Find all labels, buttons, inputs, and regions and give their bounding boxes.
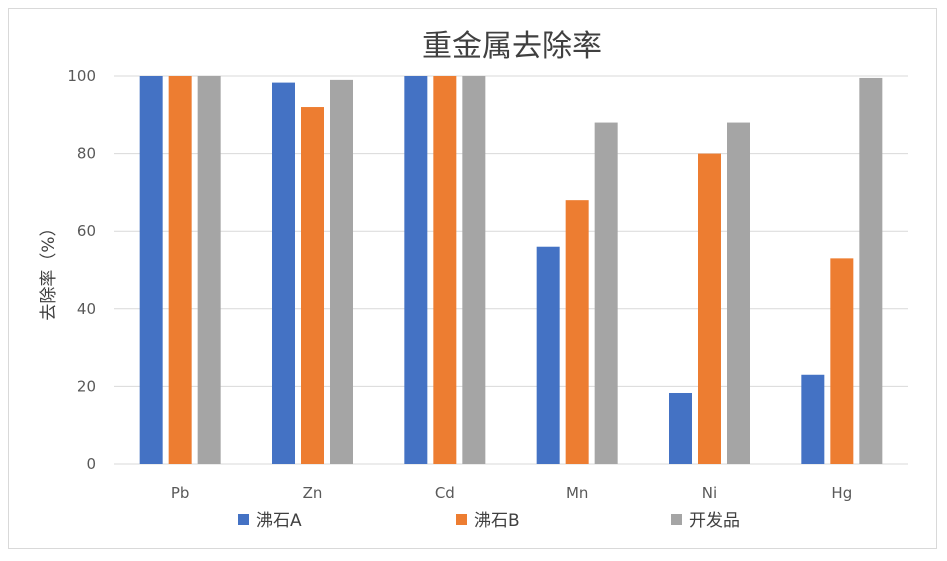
bar-3-Pb	[197, 76, 221, 464]
legend: 沸石A 沸石B 开发品	[238, 511, 740, 531]
x-tick-label: Ni	[702, 484, 717, 502]
bar-3-Zn	[330, 79, 353, 464]
bar-3-Mn	[594, 122, 618, 464]
bar-3-Cd	[462, 76, 486, 464]
bar-1-Cd	[404, 76, 428, 464]
bar-1-Mn	[536, 246, 560, 464]
bar-1-Hg	[801, 374, 825, 464]
legend-swatch-2	[456, 514, 467, 525]
bar-2-Ni	[698, 153, 721, 464]
bar-2-Hg	[830, 258, 854, 464]
bars	[139, 76, 883, 464]
bar-2-Zn	[301, 107, 324, 464]
y-tick-label: 60	[77, 222, 96, 240]
x-tick-label: Hg	[831, 484, 852, 502]
bar-2-Cd	[433, 76, 457, 464]
bar-1-Ni	[669, 392, 692, 464]
x-tick-labels: Pb Zn Cd Mn Ni Hg	[171, 484, 852, 502]
legend-swatch-3	[671, 514, 682, 525]
legend-label-2: 沸石B	[474, 511, 520, 531]
gridlines	[114, 75, 908, 465]
legend-swatch-1	[238, 514, 249, 525]
bar-2-Mn	[565, 200, 589, 464]
y-tick-label: 100	[67, 67, 96, 85]
y-axis-label: 去除率（%）	[39, 219, 59, 320]
bar-3-Ni	[727, 122, 750, 464]
chart-title: 重金属去除率	[422, 29, 602, 64]
x-tick-label: Cd	[435, 484, 455, 502]
y-tick-labels: 0 20 40 60 80 100	[67, 67, 96, 473]
x-tick-label: Mn	[566, 484, 588, 502]
y-tick-label: 80	[77, 145, 96, 163]
legend-label-3: 开发品	[689, 511, 740, 531]
y-tick-label: 0	[86, 455, 96, 473]
x-tick-label: Pb	[171, 484, 190, 502]
bar-1-Pb	[139, 76, 163, 464]
x-tick-label: Zn	[303, 484, 323, 502]
y-tick-label: 20	[77, 377, 96, 395]
y-tick-label: 40	[77, 300, 96, 318]
bar-3-Hg	[859, 77, 883, 464]
bar-2-Pb	[168, 76, 192, 464]
legend-label-1: 沸石A	[256, 511, 302, 531]
bar-1-Zn	[272, 82, 295, 464]
